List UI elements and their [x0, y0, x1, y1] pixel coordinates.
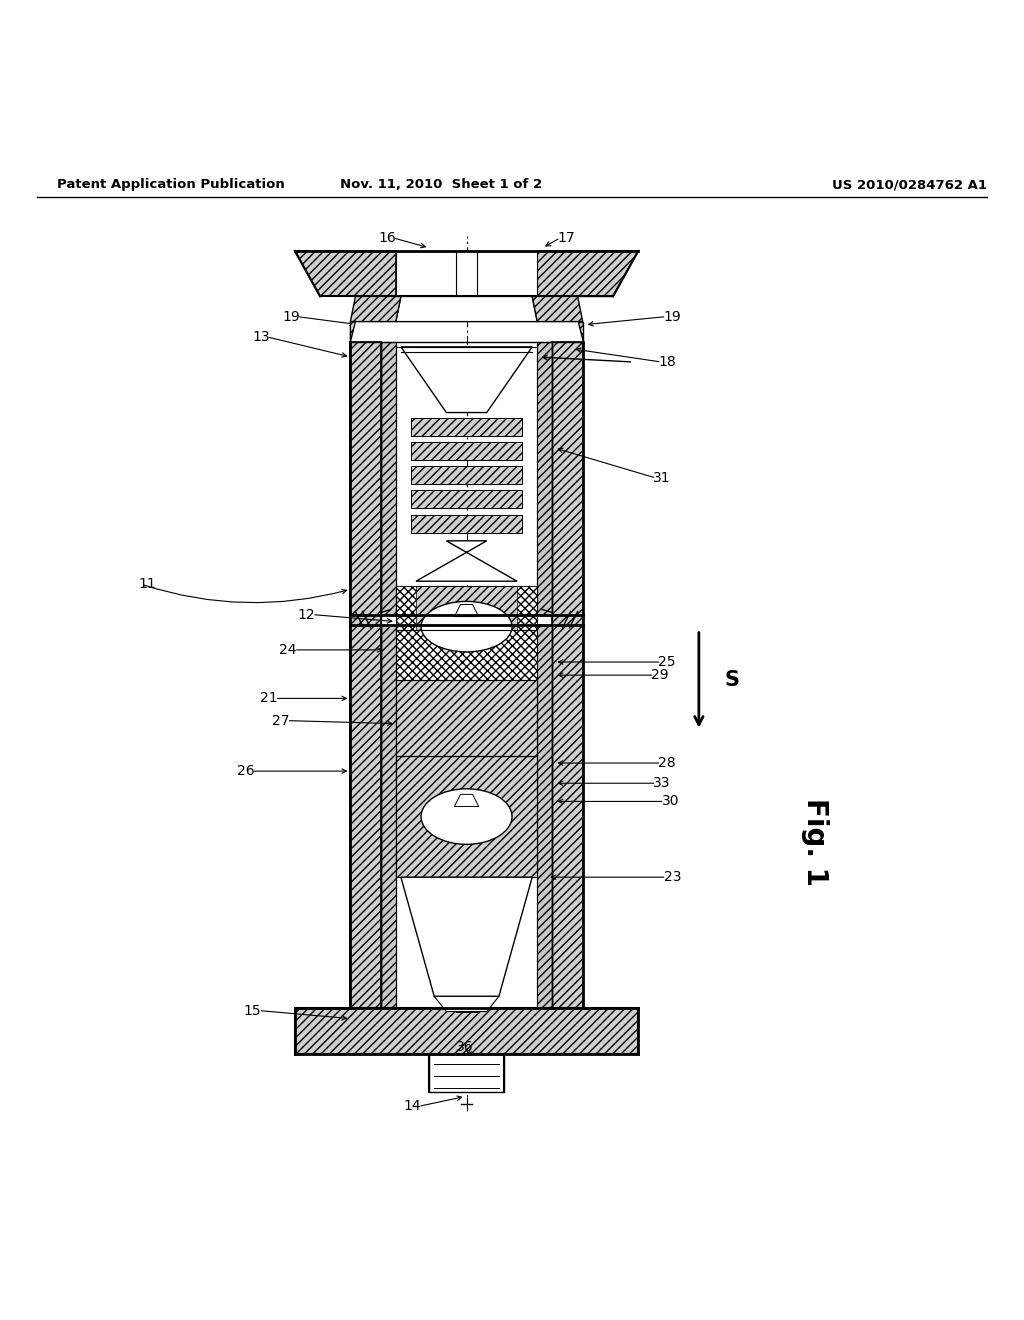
Polygon shape [396, 297, 538, 322]
Text: 24: 24 [280, 643, 297, 657]
Text: 36: 36 [456, 1040, 474, 1053]
Bar [538, 624, 552, 1008]
Text: 15: 15 [244, 1003, 261, 1018]
Polygon shape [411, 466, 522, 484]
Text: 13: 13 [252, 330, 269, 343]
Polygon shape [455, 795, 478, 807]
Polygon shape [396, 756, 538, 878]
Polygon shape [411, 490, 522, 508]
Text: 19: 19 [664, 310, 681, 323]
Polygon shape [400, 878, 532, 997]
Polygon shape [578, 322, 583, 342]
Text: 31: 31 [653, 471, 671, 486]
Text: 21: 21 [260, 692, 278, 705]
Text: 14: 14 [403, 1100, 421, 1114]
Text: Patent Application Publication: Patent Application Publication [57, 178, 286, 191]
Polygon shape [396, 586, 416, 677]
Text: 25: 25 [658, 655, 676, 669]
Polygon shape [429, 1053, 504, 1093]
Text: 17: 17 [557, 231, 575, 244]
Polygon shape [517, 586, 538, 677]
Bar [295, 1008, 638, 1053]
Ellipse shape [421, 789, 512, 845]
Polygon shape [400, 347, 532, 413]
Bar [381, 342, 396, 615]
Polygon shape [538, 251, 638, 297]
Text: 33: 33 [653, 776, 671, 791]
Text: 12: 12 [297, 607, 315, 622]
Polygon shape [411, 442, 522, 459]
Text: S: S [724, 671, 739, 690]
Polygon shape [416, 541, 517, 581]
Text: Nov. 11, 2010  Sheet 1 of 2: Nov. 11, 2010 Sheet 1 of 2 [340, 178, 543, 191]
Polygon shape [295, 251, 396, 297]
Polygon shape [411, 515, 522, 533]
Polygon shape [434, 997, 499, 1011]
Polygon shape [411, 417, 522, 436]
Text: 16: 16 [378, 231, 396, 244]
Bar [552, 342, 583, 1008]
Text: 26: 26 [237, 764, 254, 777]
Text: 30: 30 [662, 795, 679, 808]
Text: 28: 28 [658, 756, 676, 770]
Polygon shape [350, 322, 355, 342]
Polygon shape [396, 630, 538, 680]
Text: 29: 29 [651, 668, 669, 682]
Polygon shape [396, 251, 538, 297]
Polygon shape [532, 297, 583, 322]
Polygon shape [455, 605, 478, 616]
Text: 23: 23 [664, 870, 681, 884]
Text: 27: 27 [272, 714, 290, 727]
Bar [381, 624, 396, 1008]
Text: 19: 19 [283, 310, 300, 323]
Bar [538, 342, 552, 615]
Text: 11: 11 [138, 577, 156, 591]
Text: Fig. 1: Fig. 1 [801, 797, 829, 886]
Text: 18: 18 [658, 355, 676, 370]
Polygon shape [396, 680, 538, 756]
Polygon shape [350, 297, 400, 322]
Ellipse shape [421, 602, 512, 652]
Bar [350, 342, 381, 1008]
Text: US 2010/0284762 A1: US 2010/0284762 A1 [831, 178, 987, 191]
Polygon shape [396, 586, 538, 682]
